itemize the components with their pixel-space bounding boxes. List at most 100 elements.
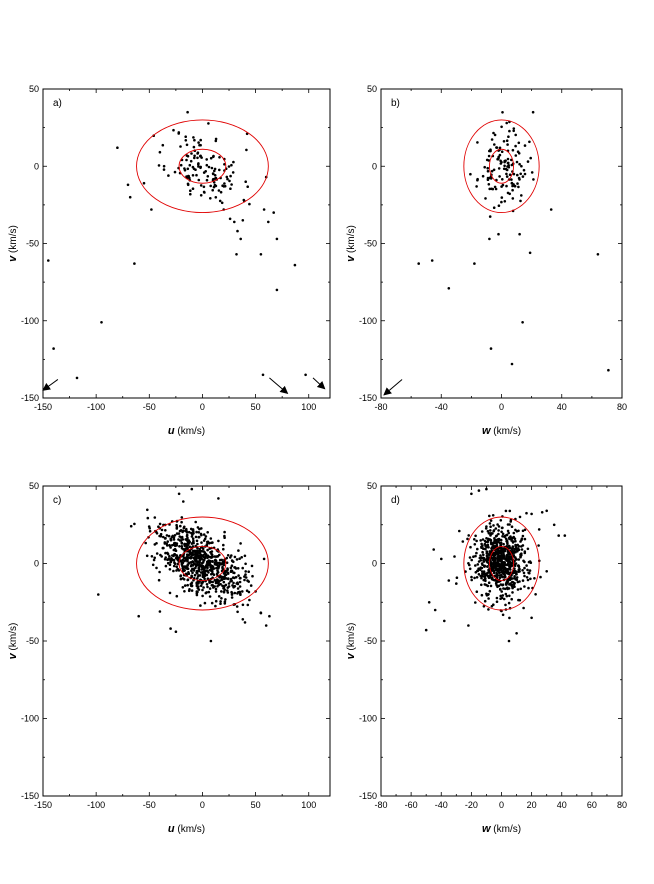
data-point xyxy=(500,200,503,204)
data-point xyxy=(220,201,224,205)
data-point xyxy=(177,532,181,535)
data-point xyxy=(470,578,474,582)
data-point xyxy=(500,185,503,188)
data-point xyxy=(512,172,516,176)
data-point xyxy=(190,535,194,538)
data-point xyxy=(510,597,513,601)
data-point xyxy=(447,287,451,290)
data-point xyxy=(196,542,199,546)
data-point xyxy=(209,184,212,188)
y-tick-label: -50 xyxy=(364,239,377,249)
data-point xyxy=(262,208,266,211)
data-point xyxy=(523,566,526,570)
data-point xyxy=(494,527,498,530)
data-point xyxy=(207,590,211,594)
data-point xyxy=(150,555,154,558)
data-point xyxy=(219,190,223,194)
y-tick-label: 50 xyxy=(29,84,39,94)
data-point xyxy=(238,590,242,594)
data-point xyxy=(476,569,479,573)
data-point xyxy=(493,537,496,540)
data-point xyxy=(521,534,525,538)
data-point xyxy=(198,551,202,554)
data-point xyxy=(529,156,532,160)
data-point xyxy=(191,537,195,540)
data-point xyxy=(211,172,215,175)
data-point xyxy=(492,541,496,545)
data-point xyxy=(213,562,217,566)
data-point xyxy=(508,509,512,513)
data-point xyxy=(505,172,508,176)
data-point xyxy=(501,532,505,536)
data-point xyxy=(223,184,227,188)
data-point xyxy=(485,554,489,558)
data-point xyxy=(488,522,492,525)
data-point xyxy=(194,535,198,539)
data-point xyxy=(474,601,477,604)
data-point xyxy=(203,577,206,581)
data-point xyxy=(509,568,512,571)
data-point xyxy=(500,530,503,534)
data-point xyxy=(210,555,214,559)
data-point xyxy=(172,564,176,568)
data-point xyxy=(191,187,195,190)
data-point xyxy=(513,585,516,588)
data-point xyxy=(430,259,434,262)
data-point xyxy=(485,525,488,528)
data-point xyxy=(495,596,499,600)
data-point xyxy=(209,565,212,569)
data-point xyxy=(480,545,483,549)
data-point xyxy=(224,577,227,580)
data-point xyxy=(200,156,203,159)
data-point xyxy=(470,558,474,562)
data-point xyxy=(196,526,200,529)
data-point xyxy=(514,133,517,137)
data-point xyxy=(208,581,212,584)
data-point xyxy=(202,568,206,571)
data-point xyxy=(534,593,537,596)
data-point xyxy=(492,529,496,532)
data-point xyxy=(186,583,189,587)
data-point xyxy=(492,131,495,135)
data-point xyxy=(522,168,526,172)
data-point xyxy=(477,489,481,492)
data-point xyxy=(526,568,529,572)
data-point xyxy=(502,167,506,171)
data-point xyxy=(180,562,184,565)
data-point xyxy=(239,593,242,596)
data-point xyxy=(217,497,220,500)
data-point xyxy=(486,529,490,533)
data-point xyxy=(489,534,492,537)
data-point xyxy=(480,566,484,570)
data-point xyxy=(177,569,181,572)
data-point xyxy=(235,558,239,561)
x-tick-label: 0 xyxy=(200,402,205,412)
data-point xyxy=(512,127,516,130)
data-point xyxy=(447,579,451,582)
data-point xyxy=(259,611,263,615)
data-point xyxy=(485,537,488,540)
data-point xyxy=(196,577,199,580)
data-point xyxy=(482,571,486,574)
data-point xyxy=(506,579,509,583)
data-point xyxy=(264,624,268,627)
data-point xyxy=(235,605,239,608)
data-point xyxy=(201,547,205,550)
data-point xyxy=(492,544,495,547)
data-point xyxy=(510,178,513,181)
data-point xyxy=(75,376,79,380)
x-tick-label: -80 xyxy=(374,800,387,810)
data-point xyxy=(159,553,162,557)
data-point xyxy=(166,561,170,565)
data-point xyxy=(492,524,495,527)
data-point xyxy=(527,586,530,590)
data-point xyxy=(529,561,533,564)
data-point xyxy=(499,587,502,591)
data-point xyxy=(518,162,521,166)
data-point xyxy=(167,174,170,177)
y-axis-title: v (km/s) xyxy=(345,623,357,660)
data-point xyxy=(475,576,479,579)
data-point xyxy=(195,549,199,552)
data-point xyxy=(223,182,226,185)
data-point xyxy=(498,153,502,157)
